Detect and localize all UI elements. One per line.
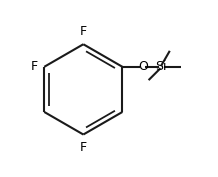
Text: F: F: [80, 25, 87, 38]
Text: F: F: [80, 141, 87, 154]
Text: O: O: [138, 60, 148, 73]
Text: F: F: [30, 60, 37, 73]
Text: Si: Si: [156, 60, 167, 73]
